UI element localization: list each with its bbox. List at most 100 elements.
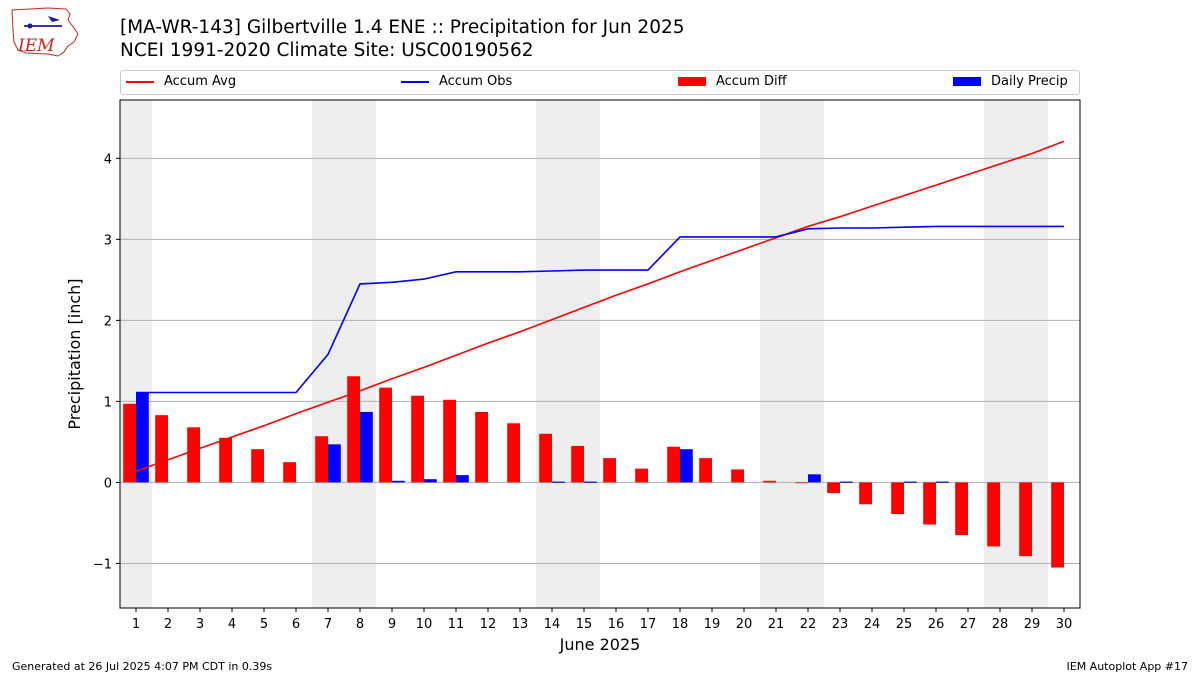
x-tick-label: 25 bbox=[896, 617, 913, 632]
bar-accum-diff bbox=[635, 468, 648, 483]
weekend-band bbox=[568, 100, 600, 608]
x-tick-label: 26 bbox=[928, 617, 945, 632]
bar-daily-precip bbox=[136, 392, 149, 483]
bar-accum-diff bbox=[347, 376, 360, 483]
x-tick-label: 8 bbox=[356, 617, 364, 632]
x-tick-label: 6 bbox=[292, 617, 300, 632]
bar-accum-diff bbox=[1051, 482, 1064, 568]
x-tick-label: 15 bbox=[576, 617, 593, 632]
x-tick-label: 1 bbox=[132, 617, 140, 632]
x-tick-label: 19 bbox=[704, 617, 721, 632]
plot-frame bbox=[119, 99, 1081, 609]
legend-swatch-accum-obs bbox=[401, 80, 429, 83]
footer-generated: Generated at 26 Jul 2025 4:07 PM CDT in … bbox=[12, 660, 273, 673]
bar-accum-diff bbox=[571, 445, 584, 483]
bar-accum-diff bbox=[379, 387, 392, 483]
legend-item-accum-avg: Accum Avg bbox=[126, 74, 236, 89]
bar-accum-diff bbox=[507, 423, 520, 483]
chart-legend: Accum Avg Accum Obs Accum Diff Daily Pre… bbox=[120, 70, 1080, 95]
iem-logo: IEM bbox=[11, 7, 79, 57]
bar-daily-precip bbox=[328, 444, 341, 483]
legend-item-accum-obs: Accum Obs bbox=[401, 74, 512, 89]
bar-accum-diff bbox=[411, 395, 424, 483]
bar-accum-diff bbox=[763, 480, 776, 483]
weekend-band bbox=[344, 100, 376, 608]
bar-accum-diff bbox=[955, 482, 968, 536]
x-tick-label: 23 bbox=[832, 617, 849, 632]
bar-accum-diff bbox=[187, 427, 200, 483]
legend-label-accum-diff: Accum Diff bbox=[716, 74, 787, 89]
bar-daily-precip bbox=[552, 481, 565, 483]
x-tick-label: 24 bbox=[864, 617, 881, 632]
weekend-band bbox=[760, 100, 792, 608]
line-accum-avg bbox=[135, 140, 1065, 472]
bar-daily-precip bbox=[360, 411, 373, 483]
x-tick-label: 14 bbox=[544, 617, 561, 632]
x-tick-label: 21 bbox=[768, 617, 785, 632]
x-tick-label: 27 bbox=[960, 617, 977, 632]
weekend-band bbox=[792, 100, 824, 608]
x-tick-label: 16 bbox=[608, 617, 625, 632]
bar-accum-diff bbox=[795, 482, 808, 484]
legend-item-accum-diff: Accum Diff bbox=[678, 74, 787, 89]
bar-accum-diff bbox=[283, 462, 296, 483]
bar-accum-diff bbox=[219, 437, 232, 483]
x-tick-label: 5 bbox=[260, 617, 268, 632]
bar-accum-diff bbox=[251, 449, 264, 483]
bar-accum-diff bbox=[827, 482, 840, 493]
x-tick-label: 30 bbox=[1056, 617, 1073, 632]
x-tick-label: 29 bbox=[1024, 617, 1041, 632]
x-tick-label: 9 bbox=[388, 617, 396, 632]
legend-swatch-daily-precip bbox=[953, 77, 981, 86]
bar-daily-precip bbox=[840, 481, 853, 483]
x-tick-label: 12 bbox=[480, 617, 497, 632]
bar-accum-diff bbox=[123, 403, 136, 483]
y-tick-label: −1 bbox=[93, 557, 112, 572]
x-tick-label: 17 bbox=[640, 617, 657, 632]
bar-daily-precip bbox=[584, 481, 597, 483]
x-tick-label: 28 bbox=[992, 617, 1009, 632]
x-tick-label: 10 bbox=[416, 617, 433, 632]
y-tick-label: 2 bbox=[104, 314, 112, 329]
legend-swatch-accum-avg bbox=[126, 80, 154, 83]
bar-accum-diff bbox=[603, 458, 616, 483]
bar-accum-diff bbox=[699, 458, 712, 483]
x-tick-label: 13 bbox=[512, 617, 529, 632]
bar-daily-precip bbox=[680, 449, 693, 483]
bar-accum-diff bbox=[987, 482, 1000, 547]
bar-daily-precip bbox=[808, 474, 821, 483]
weekend-band bbox=[120, 100, 152, 608]
bar-daily-precip bbox=[424, 479, 437, 483]
legend-label-accum-avg: Accum Avg bbox=[164, 74, 237, 89]
line-accum-obs bbox=[136, 225, 1064, 394]
bar-daily-precip bbox=[456, 475, 469, 483]
y-tick-label: 0 bbox=[104, 476, 112, 491]
bar-accum-diff bbox=[1019, 482, 1032, 557]
legend-label-accum-obs: Accum Obs bbox=[439, 74, 513, 89]
bar-accum-diff bbox=[667, 446, 680, 483]
bar-accum-diff bbox=[539, 433, 552, 483]
x-tick-label: 22 bbox=[800, 617, 817, 632]
bar-accum-diff bbox=[155, 415, 168, 483]
bar-daily-precip bbox=[904, 481, 917, 483]
x-tick-label: 4 bbox=[228, 617, 236, 632]
bar-accum-diff bbox=[891, 482, 904, 515]
bar-daily-precip bbox=[936, 481, 949, 483]
svg-text:IEM: IEM bbox=[17, 36, 55, 56]
bar-accum-diff bbox=[475, 411, 488, 483]
y-tick-label: 1 bbox=[104, 395, 112, 410]
x-tick-label: 11 bbox=[448, 617, 465, 632]
legend-item-daily-precip: Daily Precip bbox=[953, 74, 1068, 89]
bar-accum-diff bbox=[923, 482, 936, 525]
x-tick-label: 7 bbox=[324, 617, 332, 632]
x-tick-label: 20 bbox=[736, 617, 753, 632]
x-tick-label: 3 bbox=[196, 617, 204, 632]
bar-accum-diff bbox=[315, 436, 328, 483]
chart-title: [MA-WR-143] Gilbertville 1.4 ENE :: Prec… bbox=[120, 17, 685, 38]
x-axis-label: June 2025 bbox=[559, 635, 641, 654]
y-tick-label: 4 bbox=[104, 152, 112, 167]
weekend-band bbox=[536, 100, 568, 608]
legend-label-daily-precip: Daily Precip bbox=[991, 74, 1068, 89]
x-tick-label: 18 bbox=[672, 617, 689, 632]
bar-daily-precip bbox=[392, 480, 405, 483]
